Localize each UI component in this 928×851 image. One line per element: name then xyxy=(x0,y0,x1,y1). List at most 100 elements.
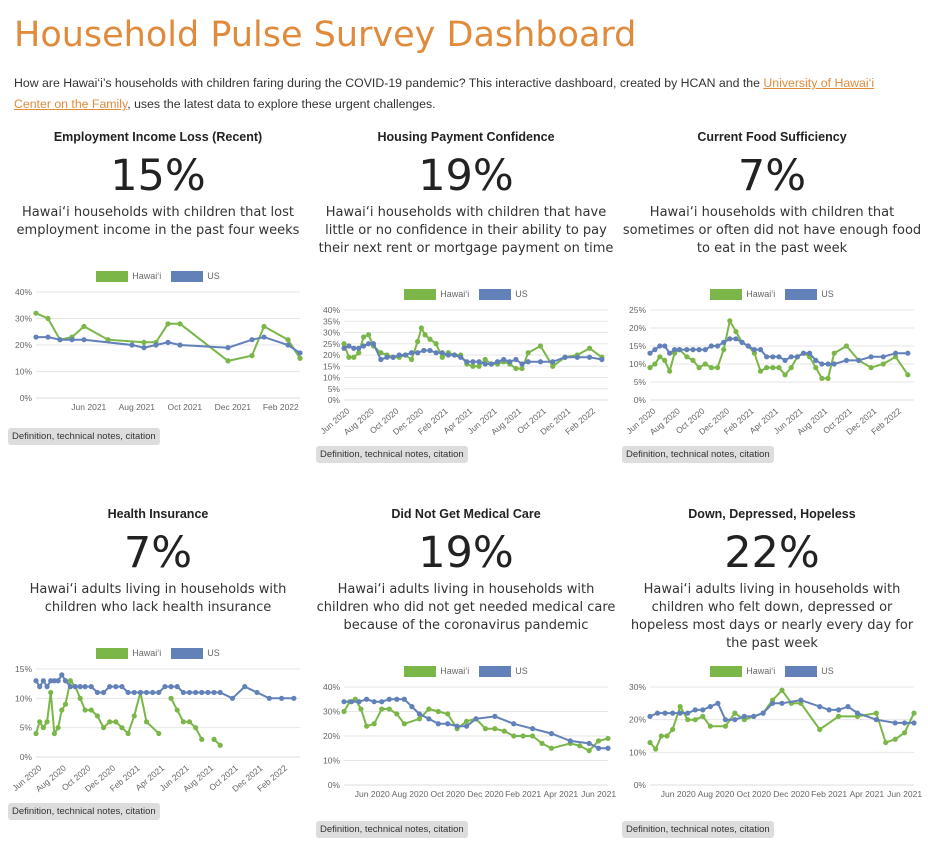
data-point-hawaii xyxy=(81,323,87,330)
data-point-us xyxy=(751,713,757,719)
center-on-the-family-link[interactable]: University of Hawai‘i Center on the Fami… xyxy=(14,76,875,111)
legend-label-us: US xyxy=(515,289,528,299)
data-point-hawaii xyxy=(671,350,678,356)
data-point-us xyxy=(379,699,385,705)
data-point-us xyxy=(94,689,100,696)
data-point-us xyxy=(880,354,886,360)
data-point-hawaii xyxy=(51,730,58,737)
data-point-hawaii xyxy=(892,736,898,742)
data-point-hawaii xyxy=(88,707,94,713)
legend-item-hawaii[interactable]: Hawai‘i xyxy=(96,270,161,282)
data-point-hawaii xyxy=(520,733,526,739)
data-point-us xyxy=(739,339,745,345)
y-tick-label: 0% xyxy=(20,752,33,762)
y-tick-label: 10% xyxy=(323,756,340,766)
legend-item-us[interactable]: US xyxy=(171,270,220,282)
data-point-us xyxy=(901,720,908,726)
data-point-us xyxy=(55,678,61,684)
x-tick-label: Feb 2022 xyxy=(263,402,299,412)
data-point-us xyxy=(401,696,407,702)
legend-item-us[interactable]: US xyxy=(171,647,220,659)
data-point-hawaii xyxy=(217,742,223,748)
data-point-hawaii xyxy=(62,701,69,707)
chart-legend: Hawai‘i US xyxy=(316,287,616,301)
data-point-us xyxy=(732,717,738,723)
data-point-us xyxy=(40,678,46,684)
data-point-us xyxy=(482,361,488,367)
data-point-us xyxy=(445,352,451,358)
legend-item-hawaii[interactable]: Hawai‘i xyxy=(96,647,161,659)
legend-item-hawaii[interactable]: Hawai‘i xyxy=(710,288,775,300)
data-point-us xyxy=(225,345,231,351)
data-point-us xyxy=(807,350,813,356)
legend-item-us[interactable]: US xyxy=(785,288,834,300)
data-point-us xyxy=(671,347,678,353)
data-point-us xyxy=(537,359,544,365)
data-point-us xyxy=(356,699,362,705)
data-point-hawaii xyxy=(82,707,88,713)
data-point-us xyxy=(341,345,347,351)
intro-text: How are Hawai‘i’s households with childr… xyxy=(14,73,914,115)
legend-item-us[interactable]: US xyxy=(479,665,528,677)
x-tick-label: Jun 2021 xyxy=(581,789,616,799)
data-point-hawaii xyxy=(690,357,696,363)
data-point-us xyxy=(199,689,205,696)
data-point-hawaii xyxy=(418,325,424,331)
data-point-us xyxy=(727,336,733,342)
data-point-hawaii xyxy=(825,375,831,381)
data-point-us xyxy=(676,347,683,353)
legend-swatch-us xyxy=(785,665,818,677)
data-point-us xyxy=(670,710,676,716)
data-point-hawaii xyxy=(873,710,879,716)
definition-notes-button[interactable]: Definition, technical notes, citation xyxy=(622,446,774,463)
legend-item-hawaii[interactable]: Hawai‘i xyxy=(404,288,469,300)
data-point-hawaii xyxy=(394,711,400,717)
line-chart: 0% 10% 20% 30% 40% Jun 2021 Aug 2021 Oct 2021 De… xyxy=(15,287,303,412)
definition-notes-button[interactable]: Definition, technical notes, citation xyxy=(8,803,160,820)
y-tick-label: 5% xyxy=(20,723,33,733)
y-tick-label: 30% xyxy=(629,682,646,692)
data-point-hawaii xyxy=(819,375,825,381)
data-point-us xyxy=(51,678,58,684)
definition-notes-button[interactable]: Definition, technical notes, citation xyxy=(316,821,468,838)
data-point-hawaii xyxy=(670,726,676,733)
data-point-hawaii xyxy=(100,725,107,731)
data-point-us xyxy=(662,343,668,349)
data-point-us xyxy=(82,684,88,690)
data-point-us xyxy=(361,343,367,349)
legend-swatch-hawaii xyxy=(404,665,437,677)
data-point-hawaii xyxy=(511,733,517,739)
data-point-hawaii xyxy=(249,353,255,359)
definition-notes-button[interactable]: Definition, technical notes, citation xyxy=(316,446,468,463)
line-chart: 0% 10% 20% 30% 40% Jun 2020 Aug 2020 Oct 2020 De… xyxy=(323,682,616,799)
legend-item-hawaii[interactable]: Hawai‘i xyxy=(710,665,776,677)
data-point-us xyxy=(193,689,199,696)
data-point-hawaii xyxy=(911,710,917,716)
data-point-hawaii xyxy=(537,343,544,349)
legend-item-us[interactable]: US xyxy=(785,665,834,677)
y-tick-label: 0% xyxy=(634,395,647,405)
data-point-hawaii xyxy=(48,689,54,696)
definition-notes-button[interactable]: Definition, technical notes, citation xyxy=(622,821,774,838)
definition-notes-button[interactable]: Definition, technical notes, citation xyxy=(8,428,160,445)
data-point-us xyxy=(677,710,683,716)
data-point-us xyxy=(143,689,150,696)
x-tick-label: Dec 2021 xyxy=(215,402,252,412)
legend-label-hawaii: Hawai‘i xyxy=(746,666,776,676)
data-point-hawaii xyxy=(199,736,205,742)
data-point-hawaii xyxy=(416,716,423,722)
series-line-hawaii xyxy=(35,678,160,737)
data-point-hawaii xyxy=(37,719,43,725)
data-point-us xyxy=(667,350,673,356)
legend-swatch-hawaii xyxy=(710,665,743,677)
data-point-us xyxy=(507,359,513,365)
y-tick-label: 40% xyxy=(15,287,32,297)
y-tick-label: 0% xyxy=(20,393,33,403)
legend-item-hawaii[interactable]: Hawai‘i xyxy=(404,665,469,677)
data-point-us xyxy=(798,697,804,703)
y-tick-label: 15% xyxy=(629,341,646,351)
data-point-us xyxy=(131,689,137,696)
data-point-us xyxy=(427,347,433,354)
legend-item-us[interactable]: US xyxy=(479,288,528,300)
